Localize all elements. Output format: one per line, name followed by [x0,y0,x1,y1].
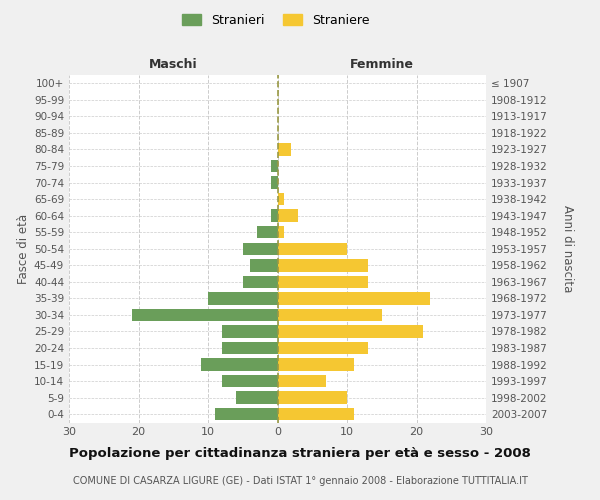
Y-axis label: Anni di nascita: Anni di nascita [562,205,575,292]
Y-axis label: Fasce di età: Fasce di età [17,214,30,284]
Bar [222,375,277,388]
Text: Popolazione per cittadinanza straniera per età e sesso - 2008: Popolazione per cittadinanza straniera p… [69,448,531,460]
Bar [131,308,277,321]
Bar [271,176,277,189]
Bar [277,276,368,288]
Bar [271,210,277,222]
Bar [277,358,354,371]
Bar [236,392,277,404]
Text: COMUNE DI CASARZA LIGURE (GE) - Dati ISTAT 1° gennaio 2008 - Elaborazione TUTTIT: COMUNE DI CASARZA LIGURE (GE) - Dati IST… [73,476,527,486]
Bar [250,259,277,272]
Bar [201,358,277,371]
Bar [222,326,277,338]
Bar [277,226,284,238]
Bar [277,144,292,156]
Bar [277,210,298,222]
Bar [277,259,368,272]
Bar [277,292,430,304]
Bar [277,392,347,404]
Bar [243,276,277,288]
Bar [243,242,277,255]
Bar [215,408,277,420]
Legend: Stranieri, Straniere: Stranieri, Straniere [178,8,374,32]
Bar [257,226,277,238]
Bar [222,342,277,354]
Bar [277,375,326,388]
Bar [277,342,368,354]
Bar [277,408,354,420]
Bar [277,326,424,338]
Bar [208,292,277,304]
Bar [271,160,277,172]
Bar [277,308,382,321]
Bar [277,242,347,255]
Bar [277,193,284,205]
